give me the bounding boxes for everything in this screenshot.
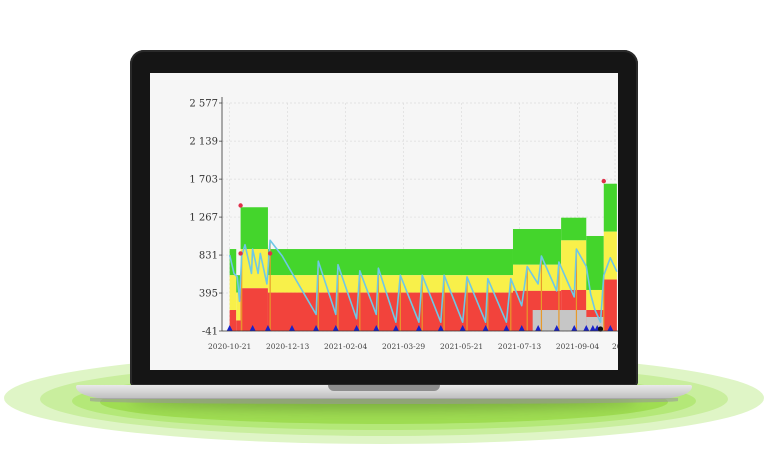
y-tick-label: 1 703 [189,175,218,186]
y-tick-labels: 2 577 2 139 1 703 1 267 831 395 -41 [189,99,222,338]
zone-yellow [229,275,237,311]
alert-dot-marker [267,251,273,256]
order-triangle-marker [437,325,444,331]
marker-group [226,178,614,332]
zone-yellow [561,240,587,290]
zone-green [586,235,604,290]
x-tick-label: 2021-07-13 [498,342,541,351]
zone-yellow [236,292,241,321]
order-triangle-marker [332,325,339,331]
zone-green [603,183,617,232]
zone-red [240,288,268,331]
alert-dot-marker [601,178,606,184]
order-triangle-marker [373,325,380,331]
stock-level-line [228,239,618,323]
x-tick-label: 2020-10-21 [208,342,251,351]
laptop-base [76,385,692,399]
order-triangle-marker [535,325,542,331]
x-tick-labels: 2020-10-21 2020-12-13 2021-02-04 2021-03-29… [208,342,618,351]
x-tick-label: 2021-03-29 [382,342,425,351]
x-tick-label: 20 [612,342,618,351]
alert-dot-marker [238,203,243,208]
laptop-hinge-notch [328,385,440,391]
laptop-screen: 2 577 2 139 1 703 1 267 831 395 -41 2020-10-21… [150,73,618,370]
order-triangle-marker [459,325,466,331]
black-dot-marker [597,326,604,332]
zone-green [512,229,562,265]
x-tick-label: 2021-09-04 [556,342,599,351]
level-line-group [228,239,618,323]
zone-green [267,249,513,276]
y-tick-label: 395 [199,289,218,300]
y-tick-label: 2 577 [189,99,218,110]
laptop-base-edge [90,398,678,404]
order-triangle-marker [482,325,489,331]
order-triangle-marker [518,325,525,331]
order-triangle-marker [553,325,560,331]
x-tick-label: 2021-02-04 [324,342,367,351]
zone-yellow [512,264,562,291]
order-triangle-marker [264,325,271,331]
zone-green [229,249,237,276]
x-tick-label: 2021-05-21 [440,342,483,351]
zone-green [240,207,268,250]
zone-yellow [603,231,617,280]
zone-green [561,217,587,241]
x-tick-label: 2020-12-13 [266,342,309,351]
zone-bands [229,183,617,331]
order-triangle-marker [607,325,614,331]
order-triangle-marker [353,325,360,331]
zone-yellow [267,275,513,293]
chart-axes [221,97,618,332]
zone-red [267,292,513,331]
order-triangle-marker [503,325,510,331]
y-tick-label: 831 [199,251,218,262]
alert-dot-marker [238,251,243,256]
order-triangle-marker [583,325,590,331]
order-triangle-marker [589,325,596,331]
order-triangle-marker [313,325,320,331]
order-triangle-marker [415,325,422,331]
zone-red [603,279,617,331]
order-triangle-marker [249,325,256,331]
order-triangle-marker [289,325,296,331]
order-triangle-marker [571,325,578,331]
order-triangle-marker [392,325,399,331]
y-tick-label: -41 [202,327,218,338]
zone-red [229,310,237,331]
zone-red [236,320,241,331]
y-tick-label: 1 267 [189,213,218,224]
order-triangle-marker [226,325,233,331]
inventory-level-chart: 2 577 2 139 1 703 1 267 831 395 -41 2020-10-21… [150,73,618,370]
y-tick-label: 2 139 [189,137,218,148]
